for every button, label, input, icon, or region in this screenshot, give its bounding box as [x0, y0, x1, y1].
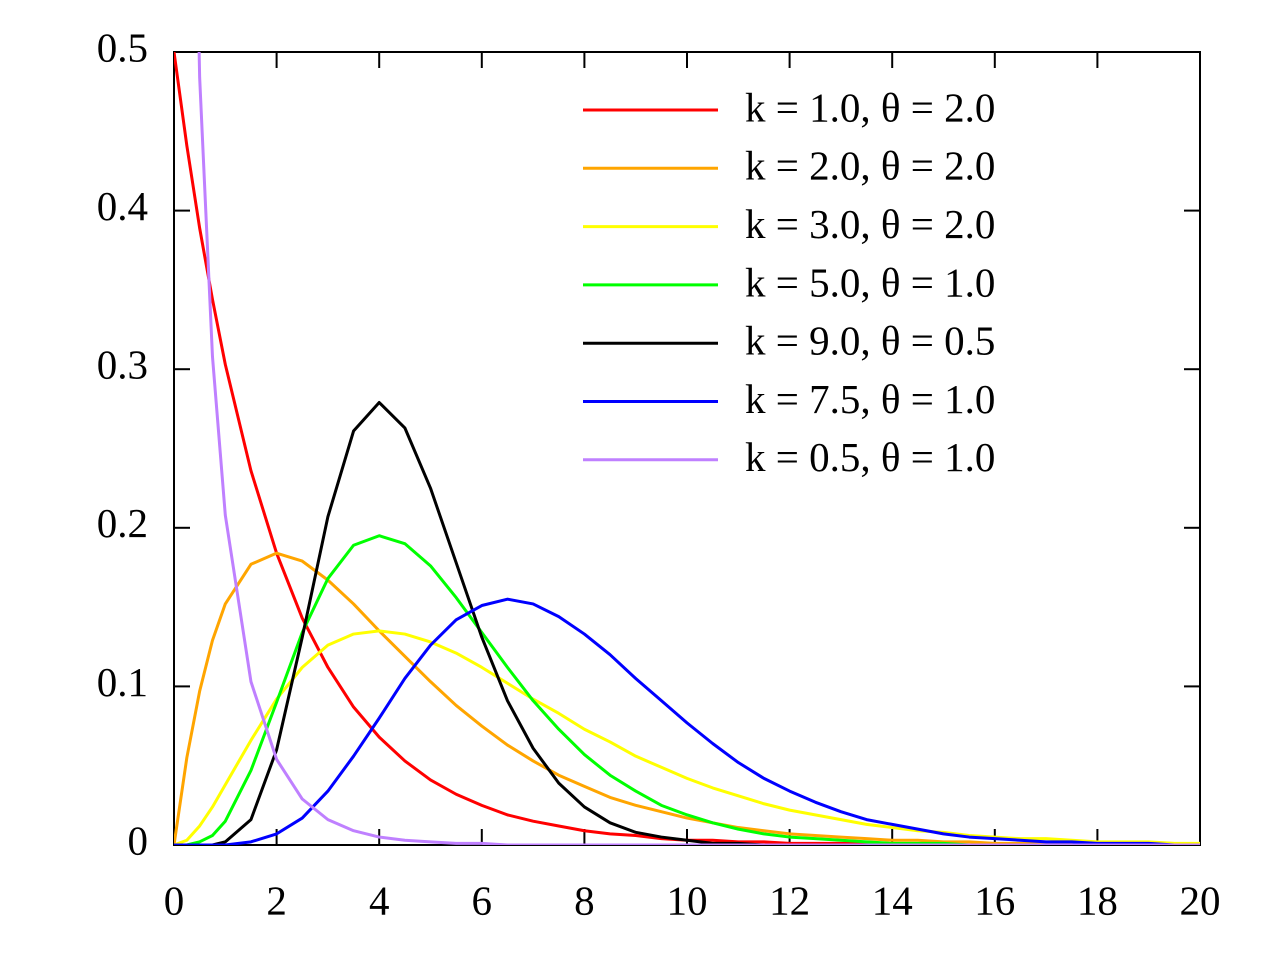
- x-tick-label: 14: [872, 877, 913, 923]
- legend-label: k = 2.0, θ = 2.0: [745, 143, 995, 189]
- x-tick-label: 6: [472, 877, 493, 923]
- legend-label: k = 1.0, θ = 2.0: [745, 84, 995, 130]
- legend-label: k = 7.5, θ = 1.0: [745, 376, 995, 422]
- x-tick-label: 20: [1180, 877, 1221, 923]
- x-tick-label: 8: [574, 877, 595, 923]
- x-tick-label: 0: [164, 877, 185, 923]
- legend-label: k = 0.5, θ = 1.0: [745, 434, 995, 480]
- x-tick-label: 4: [369, 877, 390, 923]
- series-line: [174, 52, 1200, 845]
- x-tick-label: 16: [974, 877, 1015, 923]
- x-tick-label: 18: [1077, 877, 1118, 923]
- plot-frame: [173, 51, 1201, 846]
- plot-area: [174, 52, 1200, 845]
- x-tick-label: 10: [667, 877, 708, 923]
- y-tick-label: 0.2: [97, 500, 148, 546]
- series-line: [174, 401, 1200, 845]
- series-line: [174, 629, 1200, 845]
- series-line: [174, 551, 1200, 845]
- y-tick-label: 0.1: [97, 659, 148, 705]
- y-tick-label: 0.3: [97, 342, 148, 388]
- series-line: [197, 52, 1200, 845]
- y-tick-label: 0.5: [97, 24, 148, 70]
- series-line: [174, 597, 1200, 845]
- legend-label: k = 3.0, θ = 2.0: [745, 201, 995, 247]
- legend-label: k = 5.0, θ = 1.0: [745, 259, 995, 305]
- x-tick-label: 12: [769, 877, 810, 923]
- y-tick-label: 0: [128, 817, 149, 863]
- legend-label: k = 9.0, θ = 0.5: [745, 318, 995, 364]
- x-tick-label: 2: [266, 877, 287, 923]
- y-tick-label: 0.4: [97, 183, 148, 229]
